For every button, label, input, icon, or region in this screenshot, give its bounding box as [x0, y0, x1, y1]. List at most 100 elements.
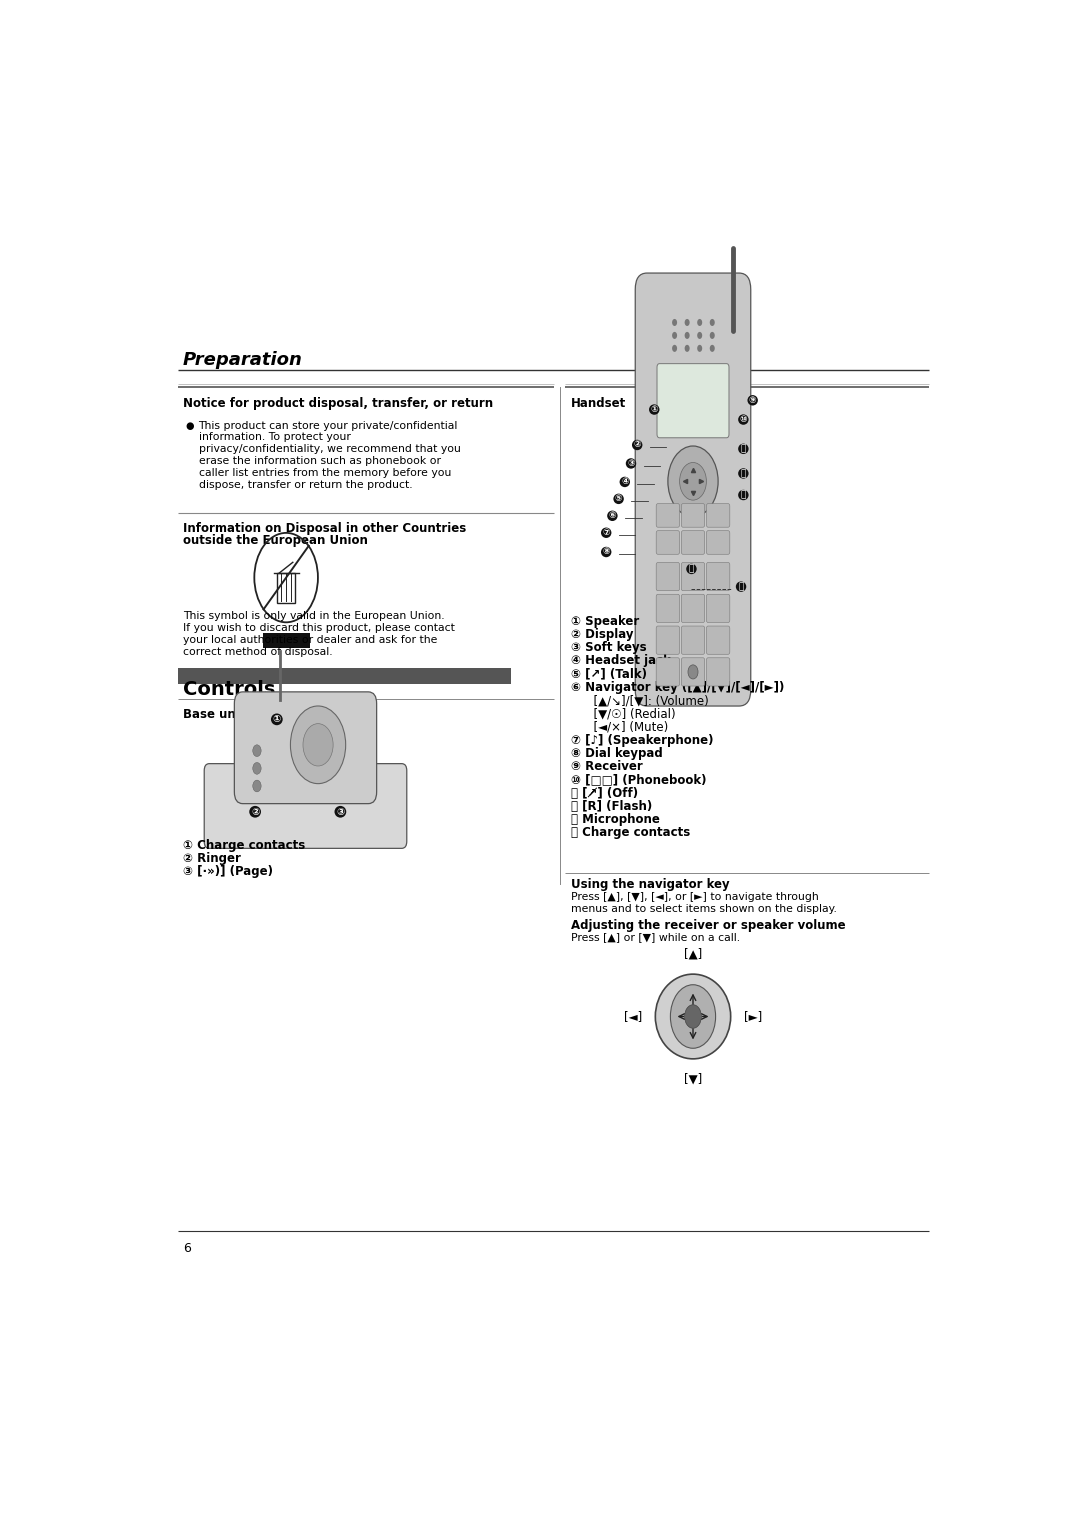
- Text: Press [▲], [▼], [◄], or [►] to navigate through: Press [▲], [▼], [◄], or [►] to navigate …: [570, 892, 819, 902]
- Circle shape: [698, 319, 702, 325]
- Circle shape: [698, 345, 702, 351]
- FancyBboxPatch shape: [706, 530, 730, 555]
- Text: Base unit: Base unit: [183, 709, 245, 721]
- Bar: [262, 633, 310, 648]
- Text: ① Charge contacts: ① Charge contacts: [183, 839, 306, 853]
- Text: This product can store your private/confidential: This product can store your private/conf…: [199, 420, 458, 431]
- FancyBboxPatch shape: [681, 530, 705, 555]
- Text: caller list entries from the memory before you: caller list entries from the memory befo…: [199, 468, 451, 478]
- Text: ① Speaker: ① Speaker: [570, 614, 638, 628]
- Circle shape: [667, 446, 718, 516]
- Text: Press [▲] or [▼] while on a call.: Press [▲] or [▼] while on a call.: [570, 932, 740, 941]
- Text: ⑥ Navigator key ([▲]/[▼]/[◄]/[►]): ⑥ Navigator key ([▲]/[▼]/[◄]/[►]): [570, 681, 784, 694]
- Text: Controls: Controls: [183, 680, 275, 698]
- Text: ⑦: ⑦: [603, 529, 610, 538]
- Text: ①: ①: [650, 405, 658, 414]
- Circle shape: [671, 984, 716, 1048]
- Text: ⑫ [R] (Flash): ⑫ [R] (Flash): [570, 801, 652, 813]
- Circle shape: [688, 665, 698, 678]
- Text: ⑧ Dial keypad: ⑧ Dial keypad: [570, 747, 662, 759]
- FancyBboxPatch shape: [706, 504, 730, 527]
- Text: ●: ●: [186, 420, 194, 431]
- FancyBboxPatch shape: [706, 657, 730, 686]
- FancyBboxPatch shape: [681, 626, 705, 654]
- Text: 6: 6: [183, 1242, 191, 1254]
- FancyBboxPatch shape: [681, 594, 705, 622]
- Text: ③: ③: [336, 807, 345, 817]
- Circle shape: [685, 319, 690, 325]
- Text: dispose, transfer or return the product.: dispose, transfer or return the product.: [199, 480, 413, 490]
- Text: This symbol is only valid in the European Union.: This symbol is only valid in the Europea…: [183, 611, 445, 620]
- FancyBboxPatch shape: [706, 626, 730, 654]
- Text: [▼]: [▼]: [684, 1073, 702, 1085]
- Circle shape: [672, 332, 677, 339]
- Circle shape: [253, 744, 261, 756]
- Text: ③ Soft keys: ③ Soft keys: [570, 642, 646, 654]
- FancyBboxPatch shape: [204, 764, 407, 848]
- Text: [▼/☉] (Redial): [▼/☉] (Redial): [570, 707, 675, 720]
- Text: Using the navigator key: Using the navigator key: [570, 879, 729, 891]
- Text: Handset: Handset: [570, 397, 625, 411]
- Text: [▲]: [▲]: [684, 947, 702, 961]
- Text: ⑥: ⑥: [609, 512, 617, 521]
- Text: ⑬ Microphone: ⑬ Microphone: [570, 813, 660, 827]
- FancyBboxPatch shape: [706, 562, 730, 591]
- Text: your local authorities or dealer and ask for the: your local authorities or dealer and ask…: [183, 634, 437, 645]
- FancyBboxPatch shape: [635, 274, 751, 706]
- Text: If you wish to discard this product, please contact: If you wish to discard this product, ple…: [183, 622, 455, 633]
- Text: ①: ①: [273, 715, 281, 724]
- Circle shape: [679, 463, 706, 500]
- FancyBboxPatch shape: [657, 657, 679, 686]
- FancyBboxPatch shape: [706, 594, 730, 622]
- Text: menus and to select items shown on the display.: menus and to select items shown on the d…: [570, 903, 836, 914]
- Circle shape: [710, 345, 715, 351]
- FancyBboxPatch shape: [657, 626, 679, 654]
- FancyBboxPatch shape: [657, 504, 679, 527]
- Text: [◄/×] (Mute): [◄/×] (Mute): [570, 721, 667, 733]
- Text: ③ [·»)] (Page): ③ [·»)] (Page): [183, 865, 273, 877]
- Text: Adjusting the receiver or speaker volume: Adjusting the receiver or speaker volume: [570, 920, 846, 932]
- Text: ⑭ Charge contacts: ⑭ Charge contacts: [570, 827, 690, 839]
- Text: correct method of disposal.: correct method of disposal.: [183, 646, 333, 657]
- Circle shape: [685, 345, 690, 351]
- FancyBboxPatch shape: [234, 692, 377, 804]
- Circle shape: [698, 332, 702, 339]
- Text: ③: ③: [627, 458, 635, 468]
- Text: ②: ②: [251, 807, 259, 817]
- Text: ②: ②: [633, 440, 642, 449]
- Text: ⑪ [↗̸] (Off): ⑪ [↗̸] (Off): [570, 787, 637, 799]
- Text: Preparation: Preparation: [183, 351, 302, 370]
- Text: ⑪: ⑪: [741, 445, 746, 454]
- Text: ⑭: ⑭: [689, 564, 694, 573]
- Text: ② Ringer: ② Ringer: [183, 853, 241, 865]
- FancyBboxPatch shape: [657, 364, 729, 439]
- Text: ⑤: ⑤: [615, 495, 622, 503]
- Text: outside the European Union: outside the European Union: [183, 535, 368, 547]
- Text: ② Display: ② Display: [570, 628, 633, 640]
- Circle shape: [253, 762, 261, 775]
- Circle shape: [685, 1005, 701, 1028]
- Text: ⑩ [□□] (Phonebook): ⑩ [□□] (Phonebook): [570, 773, 706, 787]
- FancyBboxPatch shape: [681, 562, 705, 591]
- Text: ⑨: ⑨: [748, 396, 756, 405]
- Circle shape: [672, 319, 677, 325]
- FancyBboxPatch shape: [657, 530, 679, 555]
- FancyBboxPatch shape: [657, 562, 679, 591]
- Text: [►]: [►]: [744, 1010, 762, 1024]
- Text: ⑩: ⑩: [740, 416, 747, 425]
- Text: erase the information such as phonebook or: erase the information such as phonebook …: [199, 457, 441, 466]
- Circle shape: [291, 706, 346, 784]
- Text: ⑧: ⑧: [603, 547, 610, 556]
- FancyBboxPatch shape: [657, 594, 679, 622]
- Circle shape: [710, 319, 715, 325]
- Bar: [276, 573, 295, 604]
- Text: ⑤ [↗] (Talk): ⑤ [↗] (Talk): [570, 668, 647, 680]
- Text: privacy/confidentiality, we recommend that you: privacy/confidentiality, we recommend th…: [199, 445, 460, 454]
- Circle shape: [253, 781, 261, 792]
- FancyBboxPatch shape: [681, 504, 705, 527]
- Text: [◄]: [◄]: [623, 1010, 642, 1024]
- FancyBboxPatch shape: [681, 657, 705, 686]
- Text: Information on Disposal in other Countries: Information on Disposal in other Countri…: [183, 523, 467, 535]
- Circle shape: [685, 332, 690, 339]
- Text: [▲/↘]/[▼]: (Volume): [▲/↘]/[▼]: (Volume): [570, 694, 708, 707]
